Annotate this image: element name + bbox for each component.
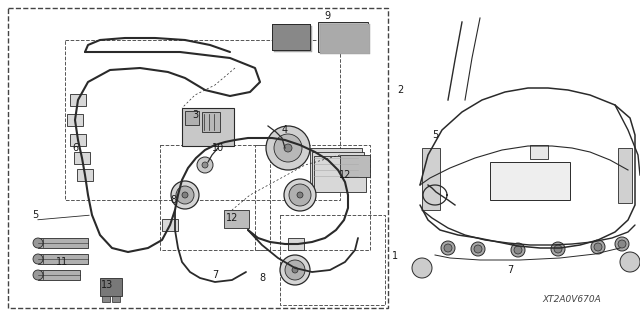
Circle shape bbox=[412, 258, 432, 278]
Bar bbox=[70, 134, 86, 146]
Circle shape bbox=[591, 240, 605, 254]
Bar bbox=[38, 254, 88, 264]
Text: 7: 7 bbox=[212, 270, 218, 280]
Circle shape bbox=[618, 240, 626, 248]
Text: 7: 7 bbox=[507, 265, 513, 275]
Circle shape bbox=[554, 245, 562, 253]
Circle shape bbox=[182, 192, 188, 198]
Bar bbox=[224, 210, 249, 228]
Bar bbox=[310, 148, 362, 184]
Text: 4: 4 bbox=[282, 125, 288, 135]
Circle shape bbox=[289, 184, 311, 206]
Circle shape bbox=[171, 181, 199, 209]
Bar bbox=[100, 278, 122, 296]
Bar bbox=[160, 145, 270, 250]
Bar bbox=[8, 8, 388, 308]
Circle shape bbox=[620, 252, 640, 272]
Bar bbox=[77, 169, 93, 181]
Bar bbox=[162, 219, 178, 231]
Bar bbox=[185, 111, 199, 125]
Text: 8: 8 bbox=[170, 195, 176, 205]
Circle shape bbox=[615, 237, 629, 251]
Bar bbox=[530, 145, 548, 159]
Bar bbox=[272, 24, 310, 50]
Circle shape bbox=[511, 243, 525, 257]
Bar bbox=[618, 148, 632, 203]
Circle shape bbox=[274, 134, 302, 162]
Circle shape bbox=[297, 192, 303, 198]
Circle shape bbox=[33, 238, 43, 248]
Text: 12: 12 bbox=[339, 170, 351, 180]
Circle shape bbox=[285, 260, 305, 280]
Text: 10: 10 bbox=[212, 143, 224, 153]
Bar bbox=[102, 296, 110, 302]
Text: XT2A0V670A: XT2A0V670A bbox=[543, 295, 602, 305]
Bar bbox=[318, 22, 368, 52]
Bar bbox=[288, 238, 304, 250]
Text: 9: 9 bbox=[324, 11, 330, 21]
Text: 2: 2 bbox=[397, 85, 403, 95]
Bar bbox=[340, 155, 370, 177]
Text: 6: 6 bbox=[72, 143, 78, 153]
Circle shape bbox=[551, 242, 565, 256]
Text: 11: 11 bbox=[56, 257, 68, 267]
Bar bbox=[182, 108, 234, 146]
Circle shape bbox=[202, 162, 208, 168]
Bar bbox=[65, 40, 340, 200]
Bar bbox=[112, 296, 120, 302]
Text: 1: 1 bbox=[392, 251, 398, 261]
Bar bbox=[320, 24, 370, 54]
Circle shape bbox=[33, 254, 43, 264]
Bar bbox=[272, 24, 310, 50]
Circle shape bbox=[474, 245, 482, 253]
Circle shape bbox=[284, 144, 292, 152]
Circle shape bbox=[292, 267, 298, 273]
Text: 3: 3 bbox=[192, 110, 198, 120]
Text: 12: 12 bbox=[226, 213, 238, 223]
Bar bbox=[314, 156, 366, 192]
Bar bbox=[280, 215, 385, 305]
Text: 8: 8 bbox=[259, 273, 265, 283]
Bar bbox=[74, 152, 90, 164]
Bar bbox=[67, 114, 83, 126]
Bar bbox=[38, 238, 88, 248]
Bar bbox=[490, 162, 570, 200]
Bar bbox=[255, 145, 370, 250]
Circle shape bbox=[266, 126, 310, 170]
Circle shape bbox=[197, 157, 213, 173]
Circle shape bbox=[444, 244, 452, 252]
Circle shape bbox=[284, 179, 316, 211]
Text: 5: 5 bbox=[432, 130, 438, 140]
Bar bbox=[38, 270, 80, 280]
Circle shape bbox=[33, 270, 43, 280]
Bar bbox=[422, 148, 440, 210]
Circle shape bbox=[471, 242, 485, 256]
Circle shape bbox=[176, 186, 194, 204]
Circle shape bbox=[441, 241, 455, 255]
Circle shape bbox=[280, 255, 310, 285]
Circle shape bbox=[594, 243, 602, 251]
Bar bbox=[274, 26, 312, 52]
Bar bbox=[202, 112, 220, 132]
Bar bbox=[70, 94, 86, 106]
Bar bbox=[312, 152, 364, 188]
Circle shape bbox=[514, 246, 522, 254]
Text: 13: 13 bbox=[101, 280, 113, 290]
Text: 5: 5 bbox=[32, 210, 38, 220]
